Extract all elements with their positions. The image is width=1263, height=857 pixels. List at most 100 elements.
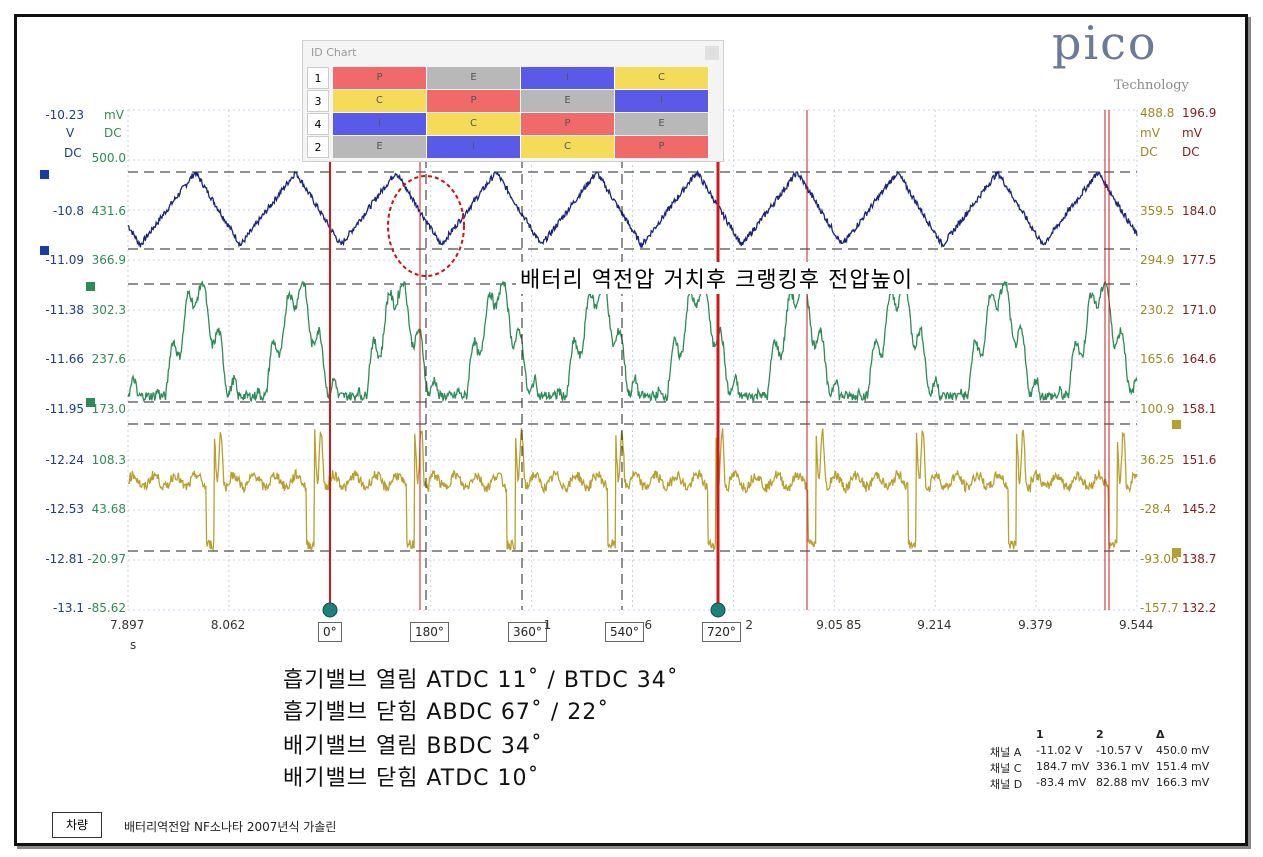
- id-chart-cell: I: [333, 113, 427, 135]
- axis-c-tick: 43.68: [91, 502, 126, 516]
- axis-e-tick: 171.0: [1182, 303, 1217, 317]
- axis-c-tick: 173.0: [91, 402, 126, 416]
- highlight-ellipse: [387, 175, 465, 277]
- axis-e-tick: 151.6: [1182, 453, 1217, 467]
- x-tick: 8.062: [210, 618, 246, 632]
- axis-a-tick: -11.95: [45, 402, 84, 416]
- vehicle-button[interactable]: 차량: [52, 812, 102, 838]
- axis-d-tick: 165.6: [1140, 352, 1175, 366]
- axis-a-tick: -11.66: [45, 352, 84, 366]
- cursor-label[interactable]: 360°: [508, 622, 547, 642]
- cursor-label[interactable]: 540°: [605, 622, 644, 642]
- id-chart-cylinder: 4: [307, 113, 329, 135]
- id-chart-cell: C: [333, 90, 427, 112]
- axis-d-tick: -157.7: [1140, 601, 1179, 615]
- id-chart-cell: E: [427, 67, 521, 89]
- meas-header-1: 1: [1036, 728, 1044, 741]
- axis-e-unit: DC: [1182, 145, 1200, 159]
- axis-e-tick: 184.0: [1182, 204, 1217, 218]
- meas-row-label: 채널 C: [990, 762, 1022, 775]
- x-axis-unit: s: [130, 638, 137, 652]
- axis-c-tick: 431.6: [91, 204, 126, 218]
- axis-c-tick: 500.0: [91, 151, 126, 165]
- footer-description: 배터리역전압 NF소나타 2007년식 가솔린: [124, 820, 337, 834]
- axis-a-tick: -12.81: [45, 552, 84, 566]
- channel-marker[interactable]: [40, 246, 49, 255]
- axis-a-tick: -12.24: [45, 453, 84, 467]
- axis-d-tick: 36.25: [1140, 453, 1175, 467]
- channel-marker[interactable]: [40, 170, 49, 179]
- axis-d-tick: 488.8: [1140, 106, 1175, 120]
- meas-header-2: 2: [1096, 728, 1104, 741]
- axis-c-unit: mV: [104, 108, 124, 122]
- channel-marker[interactable]: [1172, 420, 1181, 429]
- axis-d-tick: -28.4: [1140, 502, 1172, 516]
- id-chart-cylinder: 3: [307, 90, 329, 112]
- axis-a-tick: -13.1: [52, 601, 84, 615]
- logo-subtext: Technology: [1114, 78, 1189, 93]
- cursor-lines: [322, 110, 1110, 618]
- x-tick: 9.214: [917, 618, 952, 632]
- axis-a-unit: V: [66, 126, 75, 140]
- x-tick-partial: 1: [543, 618, 552, 632]
- meas-row-v2: 336.1 mV: [1096, 760, 1150, 773]
- logo-text: pico: [1052, 16, 1158, 70]
- axis-e-tick: 145.2: [1182, 502, 1217, 516]
- id-chart-cell: P: [615, 136, 709, 158]
- pico-logo: pico Technology: [1048, 16, 1218, 98]
- id-chart-cell: P: [333, 67, 427, 89]
- cursor-label[interactable]: 0°: [318, 622, 342, 642]
- trace-D: [127, 427, 1138, 551]
- axis-c-tick: -85.62: [87, 601, 126, 615]
- axis-e-tick: 138.7: [1182, 552, 1217, 566]
- x-tick-partial: 6: [644, 618, 653, 632]
- axis-d-unit: DC: [1140, 145, 1158, 159]
- meas-row-delta: 450.0 mV: [1156, 744, 1210, 757]
- axis-d-tick: -93.06: [1140, 552, 1179, 566]
- id-chart-cell: I: [615, 90, 709, 112]
- id-chart-title: ID Chart: [311, 46, 357, 59]
- channel-marker[interactable]: [86, 398, 95, 407]
- x-tick-partial: 2: [745, 618, 754, 632]
- cursor-label[interactable]: 180°: [410, 622, 449, 642]
- axis-c-unit: DC: [104, 126, 122, 140]
- note-line-4: 배기밸브 닫힘 ATDC 10˚: [283, 766, 540, 791]
- axis-e-unit: mV: [1182, 126, 1202, 140]
- meas-row-delta: 151.4 mV: [1156, 760, 1210, 773]
- cursor-label[interactable]: 720°: [702, 622, 741, 642]
- x-tick: 9.05: [816, 618, 844, 632]
- trace-A: [127, 169, 1138, 249]
- meas-row-v1: -83.4 mV: [1036, 776, 1087, 789]
- meas-row-v2: 82.88 mV: [1096, 776, 1150, 789]
- axis-d-tick: 100.9: [1140, 402, 1175, 416]
- trace-C: [127, 280, 1138, 403]
- x-tick: 9.379: [1018, 618, 1053, 632]
- close-icon[interactable]: [705, 46, 719, 60]
- id-chart-cylinder: 1: [307, 67, 329, 89]
- axis-d-tick: 294.9: [1140, 253, 1175, 267]
- axis-a-unit: DC: [64, 146, 82, 160]
- annotation-text: 배터리 역전압 거치후 크랭킹후 전압높이: [516, 262, 918, 294]
- axis-c-tick: 237.6: [91, 352, 126, 366]
- axis-a-tick: -11.09: [45, 253, 84, 267]
- meas-row-label: 채널 A: [990, 746, 1022, 759]
- meas-header-delta: Δ: [1156, 728, 1165, 741]
- x-tick: 7.897: [110, 618, 145, 632]
- note-line-1: 흡기밸브 열림 ATDC 11˚ / BTDC 34˚: [283, 668, 679, 693]
- id-chart-cell: C: [615, 67, 709, 89]
- channel-marker[interactable]: [1172, 548, 1181, 557]
- axis-e-tick: 158.1: [1182, 402, 1217, 416]
- axis-c-tick: 108.3: [91, 453, 126, 467]
- meas-row-v1: 184.7 mV: [1036, 760, 1090, 773]
- note-line-2: 흡기밸브 닫힘 ABDC 67˚ / 22˚: [283, 700, 610, 725]
- meas-row-v2: -10.57 V: [1096, 744, 1143, 757]
- axis-e-tick: 177.5: [1182, 253, 1217, 267]
- channel-marker[interactable]: [86, 282, 95, 291]
- axis-e-tick: 132.2: [1182, 601, 1217, 615]
- x-tick: 9.544: [1119, 618, 1154, 632]
- id-chart-cell: C: [521, 136, 615, 158]
- id-chart-cylinder: 2: [307, 136, 329, 158]
- meas-row-v1: -11.02 V: [1036, 744, 1083, 757]
